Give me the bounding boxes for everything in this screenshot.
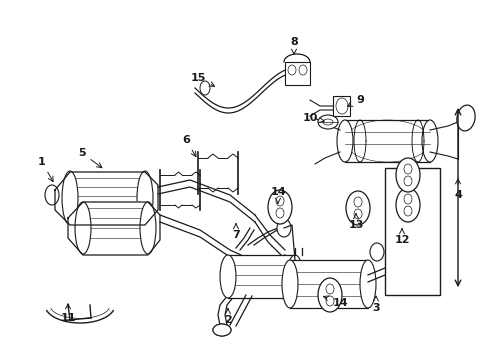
- Text: 15: 15: [190, 73, 214, 86]
- Ellipse shape: [359, 260, 375, 308]
- Polygon shape: [55, 172, 158, 225]
- Ellipse shape: [317, 278, 341, 312]
- Bar: [285, 62, 309, 85]
- Text: 9: 9: [347, 95, 363, 106]
- Ellipse shape: [395, 158, 419, 192]
- Ellipse shape: [421, 120, 437, 162]
- Bar: [332, 96, 349, 116]
- Ellipse shape: [213, 324, 230, 336]
- Bar: [345, 120, 429, 162]
- Ellipse shape: [276, 219, 290, 237]
- Text: 5: 5: [78, 148, 102, 168]
- Text: 13: 13: [347, 214, 363, 230]
- Bar: [289, 260, 367, 308]
- Ellipse shape: [45, 185, 59, 205]
- Text: 1: 1: [38, 157, 53, 182]
- Ellipse shape: [282, 260, 297, 308]
- Bar: [227, 255, 294, 298]
- Ellipse shape: [200, 81, 209, 95]
- Ellipse shape: [346, 191, 369, 225]
- Polygon shape: [192, 172, 200, 175]
- Ellipse shape: [456, 105, 474, 131]
- Ellipse shape: [75, 202, 91, 254]
- Text: 10: 10: [302, 113, 324, 123]
- Ellipse shape: [137, 171, 153, 225]
- Polygon shape: [207, 154, 218, 158]
- Ellipse shape: [62, 171, 78, 225]
- Text: 8: 8: [289, 37, 297, 54]
- Ellipse shape: [317, 115, 337, 129]
- Ellipse shape: [140, 202, 156, 254]
- Text: 14: 14: [270, 187, 285, 203]
- Text: 14: 14: [323, 296, 347, 308]
- Ellipse shape: [213, 324, 230, 336]
- Text: 11: 11: [60, 304, 76, 323]
- Ellipse shape: [369, 243, 383, 261]
- Text: 12: 12: [393, 229, 409, 245]
- Polygon shape: [227, 154, 238, 158]
- Ellipse shape: [336, 120, 352, 162]
- Ellipse shape: [286, 255, 303, 298]
- Ellipse shape: [220, 255, 236, 298]
- Text: 3: 3: [371, 296, 379, 313]
- Text: 7: 7: [232, 224, 240, 240]
- Ellipse shape: [395, 188, 419, 222]
- Text: 2: 2: [224, 309, 231, 325]
- Polygon shape: [68, 202, 160, 255]
- Bar: [384, 168, 439, 295]
- Text: 4: 4: [453, 179, 461, 200]
- Text: 6: 6: [182, 135, 196, 157]
- Polygon shape: [175, 172, 182, 175]
- Ellipse shape: [267, 190, 291, 224]
